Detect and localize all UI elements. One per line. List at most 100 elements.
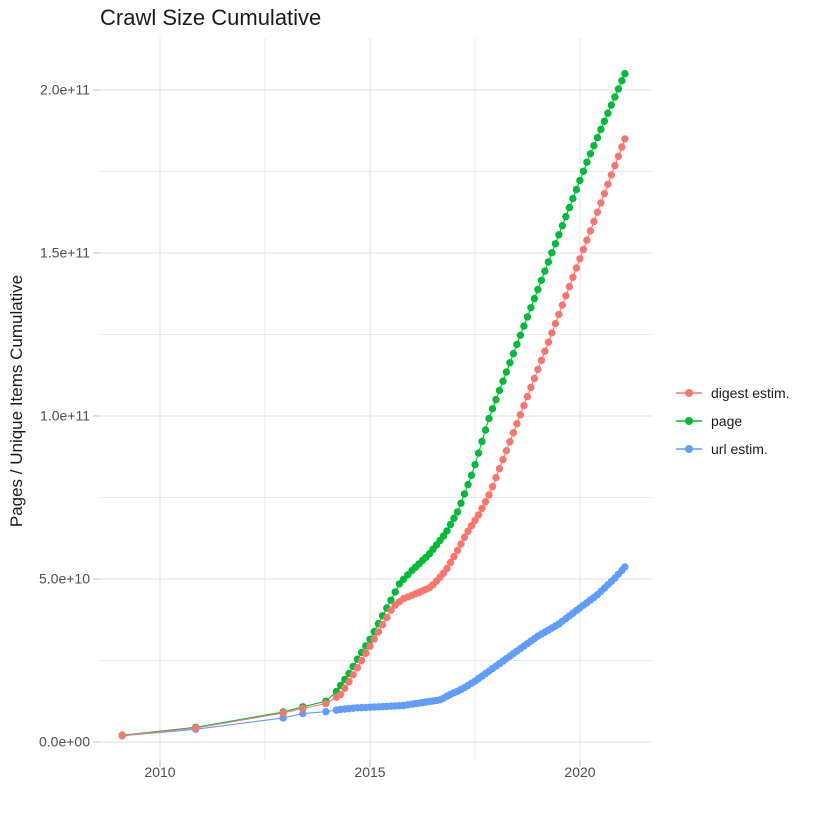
- data-point-page: [548, 249, 556, 257]
- data-point-page: [586, 150, 595, 158]
- data-point-digest-estim: [541, 347, 549, 355]
- data-point-digest-estim: [523, 392, 532, 401]
- data-point-digest-estim: [474, 511, 483, 519]
- data-point-page: [614, 85, 623, 93]
- x-tick-label: 2015: [354, 764, 386, 780]
- data-point-page: [565, 203, 574, 212]
- data-point-digest-estim: [607, 171, 616, 179]
- legend-key-digest-estim: [676, 388, 702, 398]
- data-point-page: [446, 520, 455, 529]
- legend-item-label: page: [711, 413, 743, 429]
- data-point-digest-estim: [464, 527, 472, 535]
- data-point-page: [541, 267, 549, 275]
- gridlines-minor: [100, 38, 652, 760]
- data-point-digest-estim: [345, 678, 353, 686]
- legend-key-url-estim: [676, 444, 702, 454]
- x-tick-label: 2010: [144, 764, 176, 780]
- data-point-page: [467, 471, 476, 479]
- data-point-page: [621, 70, 629, 78]
- data-point-digest-estim: [583, 236, 591, 244]
- y-tick-label: 1.0e+11: [40, 407, 90, 424]
- data-point-digest-estim: [509, 429, 518, 437]
- data-point-page: [509, 349, 518, 358]
- data-point-digest-estim: [562, 292, 570, 300]
- data-point-page: [537, 276, 546, 284]
- data-point-page: [513, 340, 521, 349]
- data-point-page: [499, 377, 507, 385]
- data-point-digest-estim: [516, 411, 525, 419]
- data-point-digest-estim: [118, 731, 126, 740]
- data-point-digest-estim: [597, 199, 605, 207]
- data-point-url-estim: [322, 708, 330, 716]
- data-point-digest-estim: [374, 628, 383, 636]
- data-point-digest-estim: [544, 338, 553, 346]
- data-point-page: [464, 480, 472, 489]
- data-point-digest-estim: [460, 533, 469, 541]
- data-point-page: [488, 405, 497, 413]
- data-point-digest-estim: [492, 473, 500, 482]
- data-point-page: [569, 194, 577, 203]
- series-digest-estim: [118, 135, 629, 740]
- data-point-page: [551, 240, 560, 248]
- data-point-page: [471, 460, 479, 469]
- data-point-digest-estim: [621, 135, 629, 143]
- data-point-digest-estim: [590, 217, 598, 226]
- data-point-page: [495, 386, 504, 395]
- data-point-digest-estim: [453, 546, 462, 555]
- data-point-page: [387, 596, 395, 604]
- legend-key-dot-icon: [685, 445, 693, 453]
- data-point-page: [534, 285, 542, 294]
- data-point-digest-estim: [513, 420, 521, 428]
- data-point-digest-estim: [450, 552, 458, 561]
- data-point-digest-estim: [488, 482, 497, 491]
- data-point-digest-estim: [586, 227, 595, 235]
- data-point-page: [600, 117, 609, 126]
- data-point-digest-estim: [520, 401, 528, 410]
- data-point-digest-estim: [604, 180, 612, 188]
- data-point-page: [502, 368, 511, 376]
- data-point-digest-estim: [387, 606, 395, 614]
- legend-item-digest-estim: digest estim.: [676, 379, 790, 407]
- data-point-digest-estim: [579, 245, 588, 254]
- data-point-digest-estim: [341, 684, 349, 692]
- data-point-digest-estim: [614, 152, 623, 160]
- data-point-page: [478, 437, 486, 446]
- gridlines-major: [100, 38, 652, 760]
- data-point-page: [485, 414, 493, 423]
- data-point-digest-estim: [555, 310, 563, 319]
- legend: digest estim. page url estim.: [676, 379, 790, 463]
- data-point-digest-estim: [457, 540, 465, 548]
- data-point-page: [604, 109, 612, 117]
- data-point-digest-estim: [446, 558, 455, 567]
- data-point-digest-estim: [467, 522, 476, 530]
- data-point-digest-estim: [495, 464, 504, 473]
- data-point-digest-estim: [576, 255, 584, 263]
- data-point-digest-estim: [471, 516, 479, 525]
- data-point-digest-estim: [618, 143, 626, 151]
- data-point-page: [391, 588, 399, 596]
- data-point-page: [453, 508, 462, 516]
- data-point-digest-estim: [362, 649, 370, 657]
- data-point-page: [523, 313, 532, 321]
- legend-item-page: page: [676, 407, 790, 435]
- data-point-page: [579, 167, 588, 175]
- data-point-digest-estim: [527, 383, 535, 392]
- legend-key-dot-icon: [685, 417, 693, 425]
- axis-tick-marks: [93, 89, 581, 767]
- y-tick-label: 2.0e+11: [40, 81, 90, 98]
- y-axis-title: Pages / Unique Items Cumulative: [7, 274, 26, 528]
- data-point-digest-estim: [357, 656, 366, 665]
- data-point-page: [597, 125, 605, 134]
- data-point-digest-estim: [383, 613, 391, 622]
- data-point-page: [583, 158, 591, 166]
- data-point-digest-estim: [565, 282, 574, 291]
- data-point-digest-estim: [572, 264, 581, 272]
- data-point-page: [516, 331, 525, 339]
- data-point-digest-estim: [481, 498, 490, 506]
- data-point-digest-estim: [499, 455, 507, 464]
- data-point-digest-estim: [611, 161, 619, 170]
- data-point-digest-estim: [336, 691, 345, 699]
- data-point-url-estim: [299, 709, 307, 718]
- legend-item-label: url estim.: [711, 441, 768, 457]
